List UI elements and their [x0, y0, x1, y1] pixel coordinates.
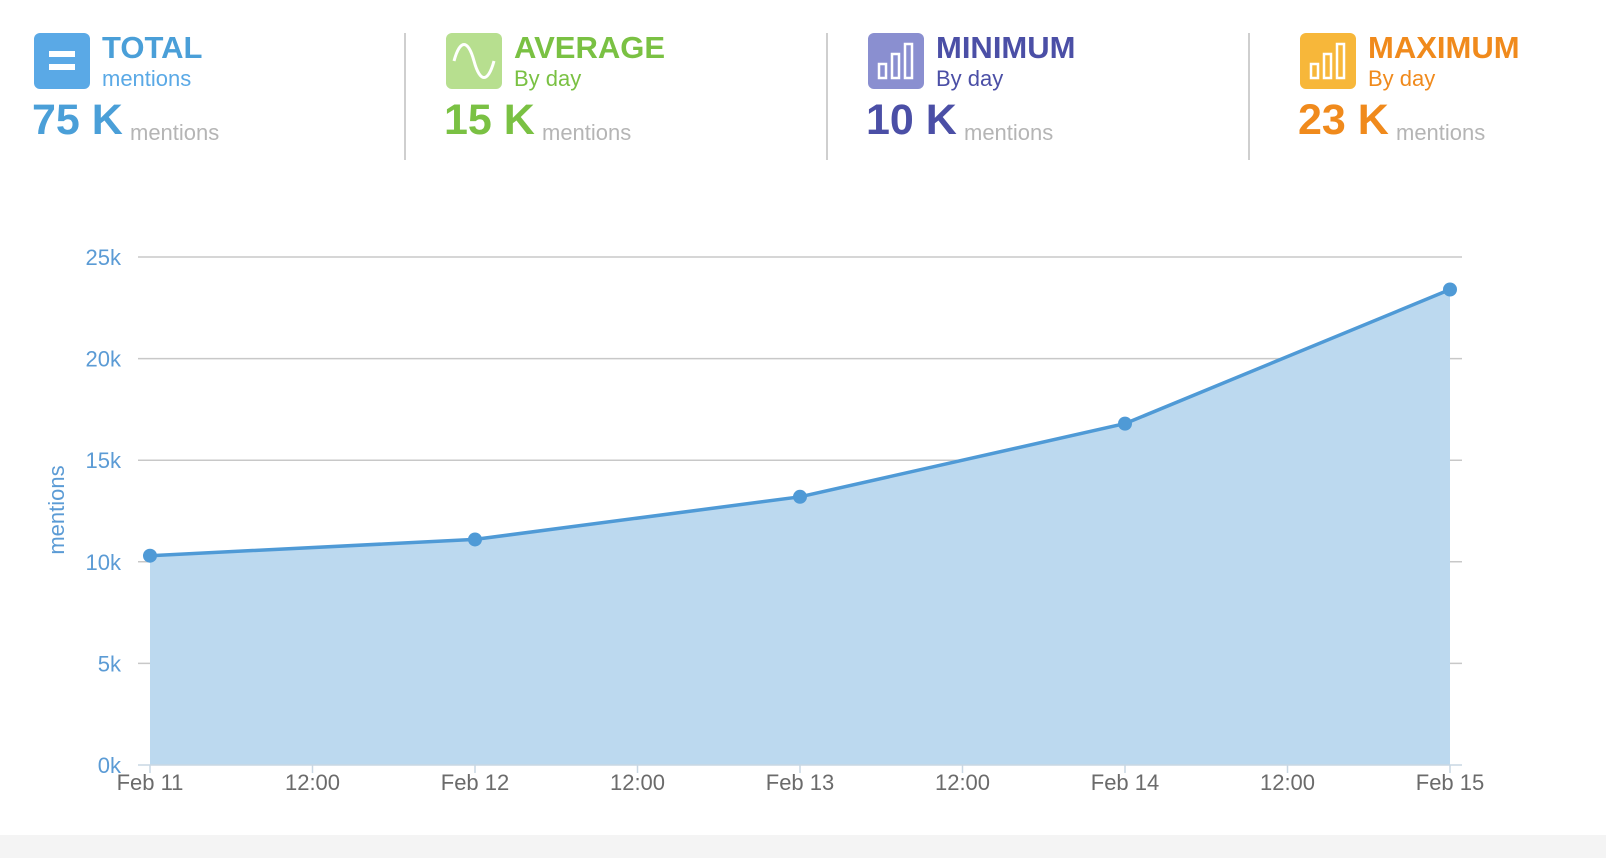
y-axis-title: mentions: [44, 465, 69, 554]
stat-total: TOTAL mentions 75 K mentions: [0, 0, 420, 170]
x-tick-label: Feb 14: [1091, 770, 1160, 795]
stat-subtitle: mentions: [102, 66, 192, 91]
stat-minimum: MINIMUM By day 10 K mentions: [834, 0, 1254, 170]
y-tick-label: 15k: [86, 448, 122, 473]
x-axis-ticks: Feb 11 12:00 Feb 12 12:00 Feb 13 12:00 Feb 14 1…: [117, 765, 1485, 795]
stat-title: TOTAL: [102, 30, 203, 65]
area-fill: [150, 289, 1450, 765]
data-point[interactable]: [1443, 282, 1457, 297]
stats-summary: TOTAL mentions 75 K mentions AVERAGE By …: [0, 0, 1606, 170]
data-point[interactable]: [143, 548, 157, 563]
stat-unit: mentions: [1396, 120, 1486, 145]
divider: [826, 33, 828, 160]
bar-chart-icon: [868, 33, 924, 89]
y-axis-ticks: 0k 5k 10k 15k 20k 25k: [86, 245, 122, 778]
footer-band: [0, 835, 1606, 858]
y-tick-label: 0k: [98, 753, 122, 778]
divider: [404, 33, 406, 160]
stat-unit: mentions: [130, 120, 220, 145]
stat-subtitle: By day: [1368, 66, 1436, 91]
stat-value: 23 K: [1298, 96, 1389, 144]
x-tick-label: 12:00: [1260, 770, 1315, 795]
y-tick-label: 20k: [86, 347, 122, 372]
equals-icon: [34, 33, 90, 89]
stat-subtitle: By day: [514, 66, 582, 91]
sine-wave-icon: [446, 33, 502, 89]
stat-title: MAXIMUM: [1368, 30, 1520, 65]
x-tick-label: Feb 13: [766, 770, 835, 795]
data-points: [143, 282, 1457, 563]
stat-subtitle: By day: [936, 66, 1004, 91]
x-tick-label: 12:00: [935, 770, 990, 795]
stat-title: AVERAGE: [514, 30, 666, 65]
y-tick-label: 25k: [86, 245, 122, 270]
stat-maximum: MAXIMUM By day 23 K mentions: [1266, 0, 1606, 170]
x-tick-label: Feb 15: [1416, 770, 1485, 795]
x-tick-label: 12:00: [285, 770, 340, 795]
y-tick-label: 10k: [86, 550, 122, 575]
stat-value: 15 K: [444, 96, 535, 144]
stat-title: MINIMUM: [936, 30, 1076, 65]
stat-average: AVERAGE By day 15 K mentions: [412, 0, 832, 170]
stat-unit: mentions: [542, 120, 632, 145]
y-tick-label: 5k: [98, 651, 122, 676]
divider: [1248, 33, 1250, 160]
stat-unit: mentions: [964, 120, 1054, 145]
x-tick-label: Feb 12: [441, 770, 510, 795]
stat-value: 10 K: [866, 96, 957, 144]
bar-chart-icon: [1300, 33, 1356, 89]
data-point[interactable]: [1118, 416, 1132, 431]
data-point[interactable]: [468, 532, 482, 547]
stat-value: 75 K: [32, 96, 123, 144]
x-tick-label: 12:00: [610, 770, 665, 795]
x-tick-label: Feb 11: [117, 770, 184, 795]
data-point[interactable]: [793, 489, 807, 504]
